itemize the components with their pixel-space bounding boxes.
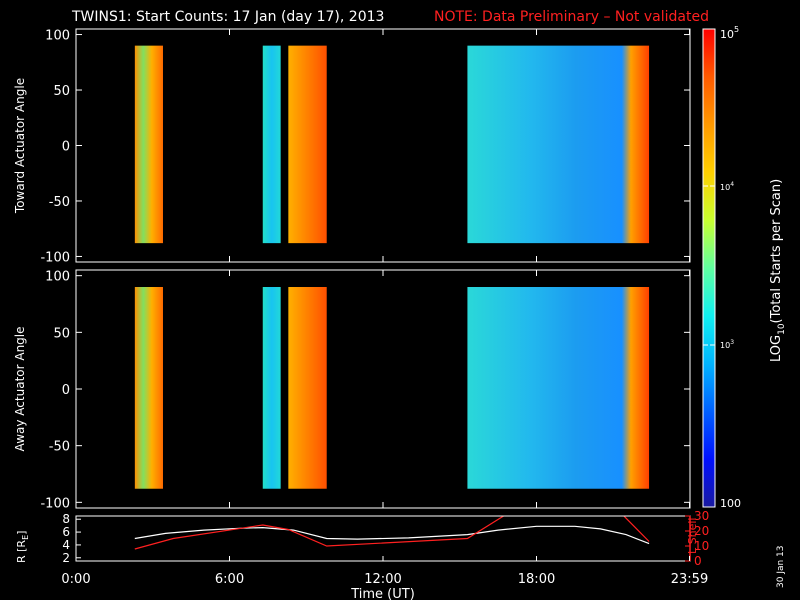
- away-ytick-label: -100: [40, 496, 70, 511]
- away-gap-line: [283, 287, 288, 489]
- away-ytick-label: -50: [49, 440, 70, 455]
- away-ytick-label: 100: [45, 270, 70, 285]
- away-data-block-1: [262, 287, 281, 489]
- time-tick-label: 18:00: [518, 572, 555, 587]
- away-data-block-3: [467, 287, 650, 489]
- toward-ylabel: Toward Actuator Angle: [13, 78, 27, 214]
- orbit-right-tick-label: 20: [694, 524, 709, 538]
- colorbar-tick-low: 103: [720, 339, 734, 350]
- toward-ytick-label: 50: [53, 84, 70, 99]
- orbit-right-tick-label: 30: [694, 509, 709, 523]
- time-tick-label: 12:00: [364, 572, 401, 587]
- toward-gap-line: [283, 45, 288, 244]
- toward-actuator-panel: 100 50 0 -50 -100 Toward Actuator Angle: [13, 28, 691, 265]
- time-tick-label: 23:59: [671, 572, 708, 587]
- colorbar-tick-max: 105: [720, 25, 739, 41]
- chart-title: TWINS1: Start Counts: 17 Jan (day 17), 2…: [71, 9, 384, 25]
- away-data-block-2: [288, 287, 327, 489]
- time-tick-label: 6:00: [215, 572, 244, 587]
- colorbar-tick-min: 100: [720, 497, 741, 510]
- colorbar-tick-mid: 104: [720, 181, 734, 192]
- orbit-left-tick-label: 8: [62, 512, 70, 526]
- date-stamp: 30 Jan 13: [776, 546, 786, 589]
- away-data-block-0: [134, 287, 163, 489]
- away-ytick-label: 0: [62, 383, 70, 398]
- orbit-left-tick-label: 4: [62, 538, 70, 552]
- preliminary-note: NOTE: Data Preliminary – Not validated: [434, 9, 709, 25]
- time-axis-label: Time (UT): [350, 587, 415, 600]
- radius-series-line: [134, 525, 650, 545]
- orbit-left-tick-label: 6: [62, 525, 70, 539]
- toward-data-block-0: [134, 45, 163, 244]
- lshell-series-line: [134, 516, 650, 550]
- toward-ytick-label: -50: [49, 195, 70, 210]
- away-ylabel: Away Actuator Angle: [13, 326, 27, 451]
- lshell-axis-label: L Shell: [686, 518, 699, 554]
- away-actuator-panel: 100 50 0 -50 -100 Away Actuator Angle: [13, 269, 691, 511]
- toward-ytick-label: 100: [45, 29, 70, 44]
- orbit-right-tick-label: 10: [694, 539, 709, 553]
- orbit-right-tick-label: 0: [694, 554, 702, 568]
- orbit-left-tick-label: 2: [62, 551, 70, 565]
- time-tick-label: 0:00: [61, 572, 90, 587]
- colorbar: 105 104 103 100 LOG10(Total Starts per S…: [702, 25, 787, 510]
- toward-ytick-label: 0: [62, 140, 70, 155]
- toward-data-block-3: [467, 45, 650, 244]
- away-ytick-label: 50: [53, 326, 70, 341]
- toward-data-block-2: [288, 45, 327, 244]
- colorbar-scale: [702, 28, 716, 508]
- toward-data-block-1: [262, 45, 281, 244]
- colorbar-label: LOG10(Total Starts per Scan): [769, 179, 787, 362]
- radius-axis-label: R [RE]: [15, 531, 30, 563]
- toward-ytick-label: -100: [40, 250, 70, 265]
